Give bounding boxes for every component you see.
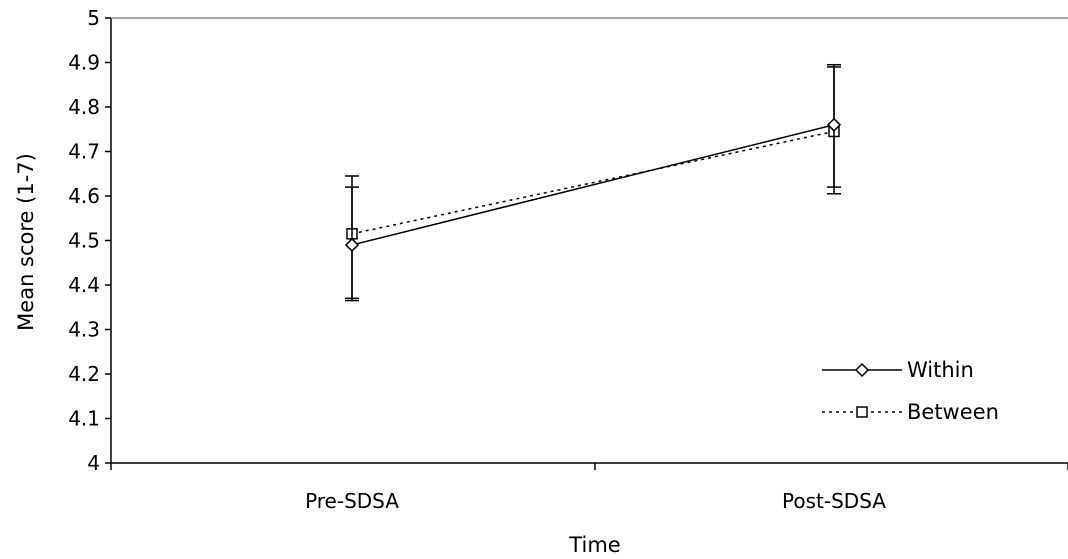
legend-label: Between — [907, 400, 999, 424]
y-tick-label: 4.7 — [68, 140, 100, 164]
x-axis-title: Time — [568, 533, 620, 557]
series-between — [345, 66, 841, 302]
legend-item-within: Within — [822, 358, 974, 382]
legend-marker — [856, 406, 868, 418]
y-tick-label: 5 — [87, 6, 100, 30]
x-ticks: Pre-SDSA Post-SDSA — [110, 463, 1068, 513]
y-tick-label: 4.2 — [68, 362, 100, 386]
data-point — [344, 237, 360, 253]
legend-marker — [854, 362, 870, 378]
y-tick-label: 4.4 — [68, 273, 100, 297]
series-within — [344, 63, 842, 300]
series-line — [351, 130, 835, 235]
axes — [110, 17, 1068, 464]
y-axis-title: Mean score (1-7) — [14, 153, 38, 331]
legend: Within Between — [822, 358, 999, 424]
y-tick-label: 4 — [87, 451, 100, 475]
x-tick-label: Post-SDSA — [782, 489, 886, 513]
series-layer — [344, 63, 842, 302]
legend-label: Within — [907, 358, 974, 382]
y-ticks: 4 4.1 4.2 4.3 4.4 4.5 4.6 4.7 4.8 4.9 5 — [68, 6, 111, 475]
y-tick-label: 4.6 — [68, 184, 100, 208]
y-tick-label: 4.1 — [68, 407, 100, 431]
legend-item-between: Between — [822, 400, 999, 424]
y-tick-label: 4.8 — [68, 95, 100, 119]
y-tick-label: 4.5 — [68, 229, 100, 253]
y-tick-label: 4.3 — [68, 318, 100, 342]
y-tick-label: 4.9 — [68, 51, 100, 75]
x-tick-label: Pre-SDSA — [305, 489, 399, 513]
series-line — [351, 124, 835, 246]
data-point — [826, 117, 842, 132]
